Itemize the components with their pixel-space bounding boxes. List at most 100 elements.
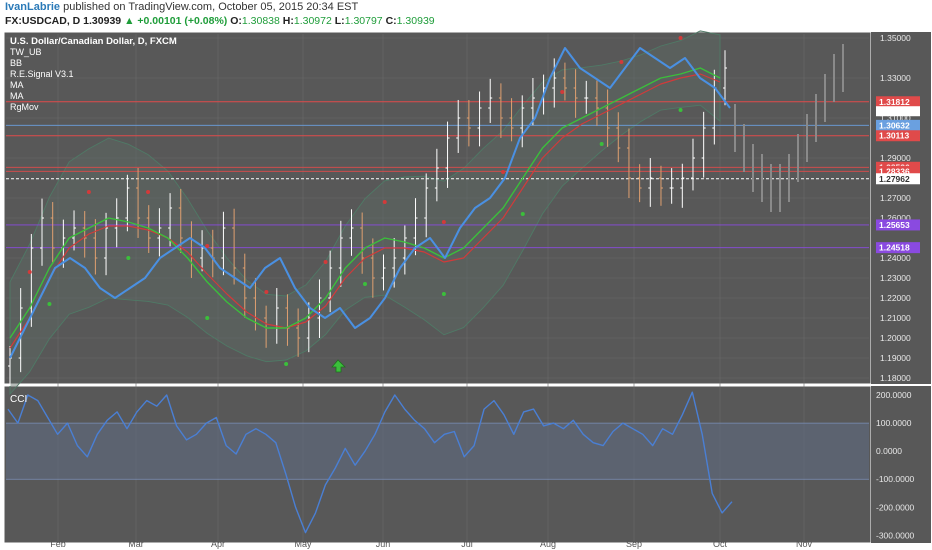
open-label: O:	[230, 15, 242, 27]
signal-dot-red	[264, 290, 269, 294]
y-tick-label: 1.31000	[880, 113, 911, 123]
y-tick-label: 1.26000	[880, 213, 911, 223]
axis-labels-layer: Feb Mar Apr May Jun Jul Aug Sep Oct Nov 1.35000 1.3…	[50, 33, 920, 549]
level-tag-label: 1.30113	[879, 131, 910, 141]
x-tick-label: Jun	[376, 539, 391, 549]
open-value: 1.30838	[241, 15, 280, 27]
cci-axis[interactable]	[871, 386, 931, 543]
level-tag-label: 1.28336	[879, 166, 910, 176]
signal-dot-red	[27, 270, 32, 274]
price-axis[interactable]	[871, 32, 931, 384]
low-label: L:	[334, 15, 345, 27]
last-price: 1.30939	[83, 15, 122, 27]
chart-header: IvanLabrie published on TradingView.com,…	[0, 0, 932, 30]
level-tag	[876, 219, 920, 231]
level-tag-label: 1.30632	[879, 120, 910, 130]
x-tick-label: Apr	[211, 539, 225, 549]
signal-dot-green	[678, 108, 683, 112]
legend-item: TW_UB	[10, 47, 42, 57]
cci-y-tick-label: 100.0000	[876, 418, 912, 428]
signal-dot-green	[47, 302, 52, 306]
last-price-tag	[876, 106, 920, 117]
signal-dot-green	[441, 292, 446, 296]
ma-green-line	[9, 67, 721, 339]
y-tick-label: 1.29000	[880, 153, 911, 163]
signal-dot-green	[363, 282, 367, 286]
published-text: published on TradingView.com, October 05…	[60, 1, 359, 13]
signal-dot-red	[619, 60, 624, 64]
cci-band	[6, 423, 869, 480]
close-value: 1.30939	[396, 15, 435, 27]
signal-dot-green	[284, 362, 289, 366]
x-tick-label: Oct	[713, 539, 728, 549]
cci-y-tick-label: 0.0000	[876, 446, 902, 456]
y-tick-label: 1.22000	[880, 293, 911, 303]
signal-dot-red	[86, 190, 91, 194]
signal-dot-green	[126, 256, 131, 260]
cci-line	[7, 391, 733, 534]
low-value: 1.30797	[344, 15, 383, 27]
tw-ub-line	[9, 47, 731, 359]
signal-dot-green	[520, 212, 525, 216]
price-change: +0.00101 (+0.08%)	[137, 15, 228, 27]
x-tick-label: Feb	[50, 539, 66, 549]
y-tick-label: 1.33000	[880, 73, 911, 83]
buy-arrow-icon	[331, 359, 346, 373]
y-tick-label: 1.24000	[880, 253, 911, 263]
high-label: H:	[282, 15, 294, 27]
y-tick-label: 1.20000	[880, 333, 911, 343]
x-tick-label: Jul	[461, 539, 473, 549]
close-label: C:	[385, 15, 397, 27]
signal-dot-red	[441, 220, 446, 224]
level-tag	[876, 96, 920, 108]
author-link[interactable]: IvanLabrie	[5, 1, 61, 13]
signal-dot-red	[323, 260, 328, 264]
y-tick-label: 1.19000	[880, 353, 911, 363]
signal-dot-red	[382, 200, 387, 204]
signal-dot-red	[146, 190, 151, 194]
signal-dot-red	[501, 170, 506, 174]
y-tick-label: 1.27000	[880, 193, 911, 203]
indicator-legend: U.S. Dollar/Canadian Dollar, D, FXCMTW_U…	[10, 36, 177, 112]
cci-title: CCI	[10, 394, 27, 405]
y-tick-label: 1.21000	[880, 313, 911, 323]
legend-item: R.E.Signal V3.1	[10, 69, 74, 79]
ma-red-line	[9, 73, 721, 349]
legend-item: MA	[10, 80, 24, 90]
ohlc-line: FX:USDCAD, D 1.30939 ▲ +0.00101 (+0.08%)…	[5, 15, 435, 27]
cci-y-tick-label: 200.0000	[876, 390, 912, 400]
change-arrow-icon: ▲	[124, 15, 135, 27]
legend-item: RgMov	[10, 102, 39, 112]
level-tag	[876, 242, 920, 254]
main-series-layer	[6, 30, 869, 396]
level-tag-label: 1.31812	[879, 97, 910, 107]
high-value: 1.30972	[293, 15, 332, 27]
price-chart[interactable]: Feb Mar Apr May Jun Jul Aug Sep Oct Nov 1.35000 1.3…	[0, 30, 932, 550]
x-tick-label: Aug	[540, 539, 556, 549]
y-tick-label: 1.18000	[880, 373, 911, 383]
legend-item: BB	[10, 58, 22, 68]
legend-item: MA	[10, 91, 24, 101]
level-tag-label: 1.24518	[879, 243, 910, 253]
cci-y-tick-label: -200.0000	[876, 502, 915, 512]
symbol-label: FX:USDCAD, D	[5, 15, 81, 27]
level-tag	[876, 173, 920, 185]
x-tick-label: May	[294, 539, 312, 549]
level-tag	[876, 165, 920, 177]
level-tag	[876, 130, 920, 142]
cci-layer	[6, 391, 869, 534]
y-tick-label: 1.23000	[880, 273, 911, 283]
signal-dot-green	[205, 316, 210, 320]
y-tick-label: 1.35000	[880, 33, 911, 43]
cci-y-tick-label: -100.0000	[876, 474, 915, 484]
legend-item: U.S. Dollar/Canadian Dollar, D, FXCM	[10, 36, 177, 47]
level-tag	[876, 119, 920, 131]
signal-dot-red	[678, 36, 683, 40]
signal-dot-red	[205, 244, 210, 248]
level-tag-label: 1.27962	[879, 174, 910, 184]
level-tag-label: 1.25653	[879, 220, 910, 230]
x-tick-label: Nov	[796, 539, 813, 549]
x-tick-label: Sep	[626, 539, 642, 549]
publish-line: IvanLabrie published on TradingView.com,…	[5, 1, 358, 13]
signal-dot-green	[599, 142, 604, 146]
